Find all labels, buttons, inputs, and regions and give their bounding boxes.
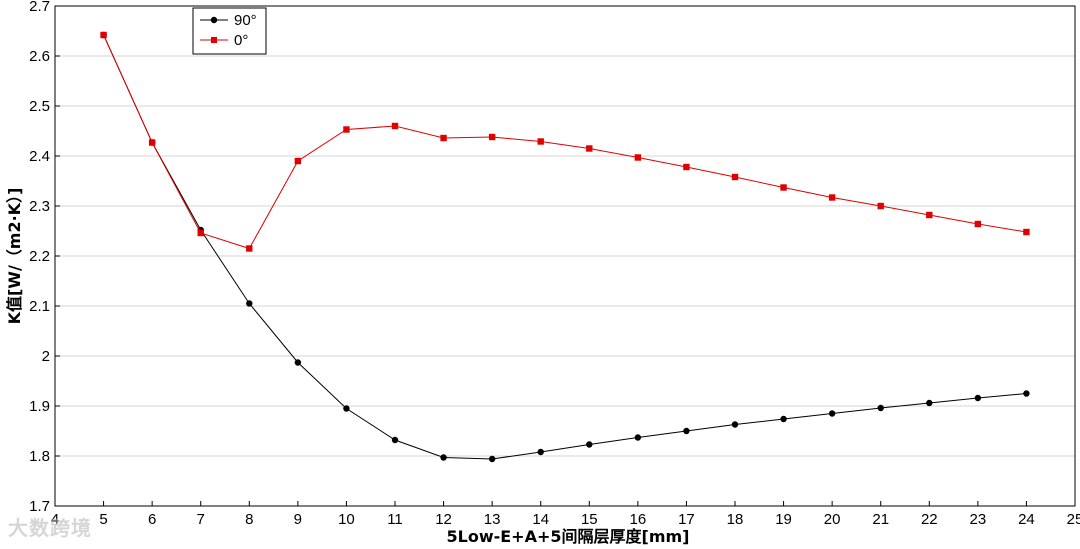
x-tick-label: 21 bbox=[872, 511, 889, 528]
data-point bbox=[488, 133, 496, 141]
data-point bbox=[294, 359, 302, 366]
data-point bbox=[246, 245, 253, 252]
grid-lines bbox=[55, 55, 1075, 457]
y-tick-label: 1.8 bbox=[29, 448, 50, 465]
data-point bbox=[926, 211, 933, 219]
data-point bbox=[1023, 390, 1030, 397]
data-point bbox=[780, 415, 787, 423]
data-point bbox=[683, 163, 690, 171]
x-tick-label: 18 bbox=[727, 511, 744, 528]
data-point bbox=[537, 448, 544, 456]
data-point bbox=[877, 202, 884, 210]
data-point bbox=[780, 184, 787, 191]
data-point bbox=[100, 31, 107, 39]
series-black bbox=[100, 31, 1030, 463]
y-tick-label: 2.1 bbox=[29, 298, 50, 315]
data-point bbox=[488, 455, 496, 463]
data-point bbox=[828, 410, 836, 417]
watermark: 大数跨境 bbox=[8, 516, 92, 540]
x-tick-label: 24 bbox=[1018, 511, 1035, 528]
x-axis: 4 5 6 7 8 9 10 11 12 13 14 15 16 17 18 19 20 21 22 23 24 25 bbox=[51, 501, 1080, 528]
data-point bbox=[391, 436, 399, 444]
x-tick-label: 17 bbox=[678, 511, 695, 528]
y-tick-label: 2.7 bbox=[29, 0, 50, 15]
data-point bbox=[828, 194, 836, 201]
data-point bbox=[1023, 228, 1030, 236]
legend-label-90: 90° bbox=[234, 12, 257, 29]
data-point bbox=[877, 404, 884, 412]
x-tick-label: 5 bbox=[99, 511, 107, 528]
x-tick-label: 6 bbox=[148, 511, 156, 528]
x-tick-label: 13 bbox=[484, 511, 501, 528]
data-point bbox=[683, 427, 690, 435]
data-point bbox=[731, 421, 739, 428]
x-tick-label: 4 bbox=[51, 511, 59, 528]
y-tick-label: 2.5 bbox=[29, 98, 50, 115]
data-point bbox=[586, 441, 593, 448]
data-point bbox=[391, 122, 399, 130]
x-tick-label: 23 bbox=[970, 511, 987, 528]
data-point bbox=[148, 139, 156, 146]
series-red bbox=[100, 31, 1030, 252]
data-point bbox=[926, 399, 933, 407]
data-point bbox=[343, 126, 350, 133]
x-tick-label: 7 bbox=[197, 511, 205, 528]
legend-marker-0 bbox=[211, 37, 217, 43]
data-point bbox=[537, 138, 544, 145]
x-axis-label: 5Low-E+A+5间隔层厚度[mm] bbox=[447, 527, 690, 546]
data-point bbox=[246, 300, 253, 307]
y-tick-label: 1.7 bbox=[29, 498, 50, 515]
data-point bbox=[294, 157, 302, 165]
x-tick-label: 25 bbox=[1067, 511, 1080, 528]
x-tick-label: 20 bbox=[824, 511, 841, 528]
x-tick-label: 14 bbox=[532, 511, 549, 528]
y-axis-label: K值[W/（m2·K）] bbox=[5, 188, 24, 325]
data-point bbox=[731, 173, 739, 181]
x-tick-label: 11 bbox=[387, 511, 403, 528]
legend-marker-90 bbox=[210, 16, 218, 24]
x-tick-label: 9 bbox=[294, 511, 302, 528]
data-point bbox=[440, 134, 447, 142]
legend: 90° 0° bbox=[192, 7, 267, 55]
x-tick-label: 15 bbox=[581, 511, 598, 528]
data-point bbox=[634, 434, 642, 441]
x-tick-label: 8 bbox=[245, 511, 253, 528]
y-tick-label: 1.9 bbox=[29, 398, 50, 415]
y-tick-label: 2 bbox=[42, 348, 50, 365]
x-tick-label: 12 bbox=[435, 511, 452, 528]
data-point bbox=[586, 145, 593, 152]
data-point bbox=[197, 229, 204, 237]
data-point bbox=[974, 394, 982, 402]
series-line bbox=[103, 34, 1027, 460]
series-layer bbox=[100, 31, 1030, 463]
y-tick-label: 2.3 bbox=[29, 198, 50, 215]
y-tick-label: 2.2 bbox=[29, 248, 50, 265]
data-point bbox=[974, 220, 982, 228]
legend-label-0: 0° bbox=[234, 32, 248, 49]
data-point bbox=[440, 454, 447, 461]
x-tick-label: 16 bbox=[630, 511, 647, 528]
data-point bbox=[343, 405, 350, 412]
y-tick-label: 2.4 bbox=[29, 148, 50, 165]
series-line bbox=[103, 34, 1027, 250]
y-tick-label: 2.6 bbox=[29, 48, 50, 65]
x-tick-label: 10 bbox=[338, 511, 355, 528]
y-axis: 1.7 1.8 1.9 2 2.1 2.2 2.3 2.4 2.5 2.6 2.7 bbox=[29, 0, 60, 515]
x-tick-label: 19 bbox=[775, 511, 792, 528]
x-tick-label: 22 bbox=[921, 511, 938, 528]
data-point bbox=[634, 154, 642, 161]
legend-box bbox=[192, 7, 267, 55]
